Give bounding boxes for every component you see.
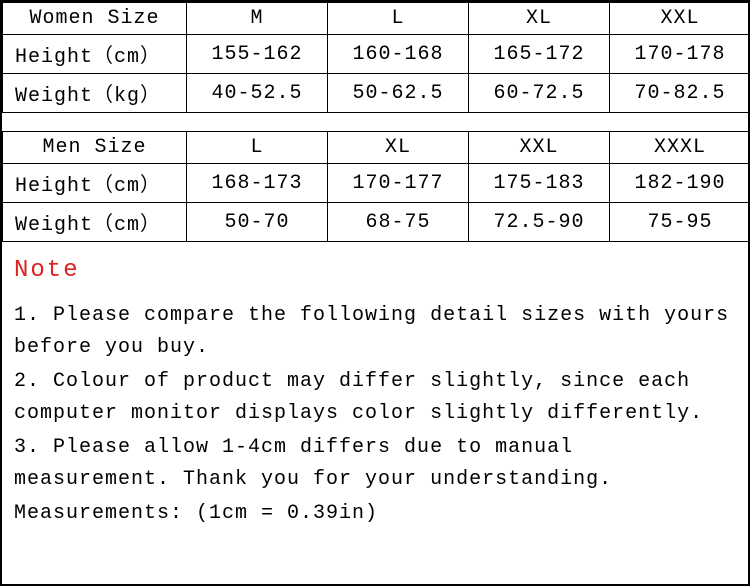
table-spacer <box>2 113 748 131</box>
cell: 60-72.5 <box>469 74 610 113</box>
women-size-table: Women Size M L XL XXL Height（cm） 155-162… <box>2 2 750 113</box>
size-col: XL <box>328 132 469 164</box>
table-row: Height（cm） 155-162 160-168 165-172 170-1… <box>3 35 750 74</box>
cell: 50-70 <box>187 203 328 242</box>
table-row: Height（cm） 168-173 170-177 175-183 182-1… <box>3 164 750 203</box>
cell: 68-75 <box>328 203 469 242</box>
size-col: M <box>187 3 328 35</box>
size-col: XXL <box>610 3 750 35</box>
row-label: Weight（cm） <box>3 203 187 242</box>
cell: 72.5-90 <box>469 203 610 242</box>
size-col: XXL <box>469 132 610 164</box>
table-header-row: Women Size M L XL XXL <box>3 3 750 35</box>
note-line: Measurements: (1cm = 0.39in) <box>14 498 736 530</box>
size-col: L <box>187 132 328 164</box>
cell: 165-172 <box>469 35 610 74</box>
note-section: Note 1. Please compare the following det… <box>2 242 748 530</box>
note-title: Note <box>14 252 736 290</box>
men-size-label: Men Size <box>3 132 187 164</box>
cell: 160-168 <box>328 35 469 74</box>
table-header-row: Men Size L XL XXL XXXL <box>3 132 750 164</box>
cell: 170-177 <box>328 164 469 203</box>
size-col: XL <box>469 3 610 35</box>
cell: 168-173 <box>187 164 328 203</box>
size-col: XXXL <box>610 132 750 164</box>
note-line: 1. Please compare the following detail s… <box>14 300 736 364</box>
cell: 70-82.5 <box>610 74 750 113</box>
cell: 40-52.5 <box>187 74 328 113</box>
size-chart-container: Women Size M L XL XXL Height（cm） 155-162… <box>0 0 750 586</box>
cell: 175-183 <box>469 164 610 203</box>
cell: 170-178 <box>610 35 750 74</box>
cell: 182-190 <box>610 164 750 203</box>
size-col: L <box>328 3 469 35</box>
table-row: Weight（cm） 50-70 68-75 72.5-90 75-95 <box>3 203 750 242</box>
table-row: Weight（kg） 40-52.5 50-62.5 60-72.5 70-82… <box>3 74 750 113</box>
women-size-label: Women Size <box>3 3 187 35</box>
note-line: 2. Colour of product may differ slightly… <box>14 366 736 430</box>
cell: 75-95 <box>610 203 750 242</box>
cell: 155-162 <box>187 35 328 74</box>
row-label: Weight（kg） <box>3 74 187 113</box>
cell: 50-62.5 <box>328 74 469 113</box>
note-line: 3. Please allow 1-4cm differs due to man… <box>14 432 736 496</box>
men-size-table: Men Size L XL XXL XXXL Height（cm） 168-17… <box>2 131 750 242</box>
row-label: Height（cm） <box>3 35 187 74</box>
row-label: Height（cm） <box>3 164 187 203</box>
